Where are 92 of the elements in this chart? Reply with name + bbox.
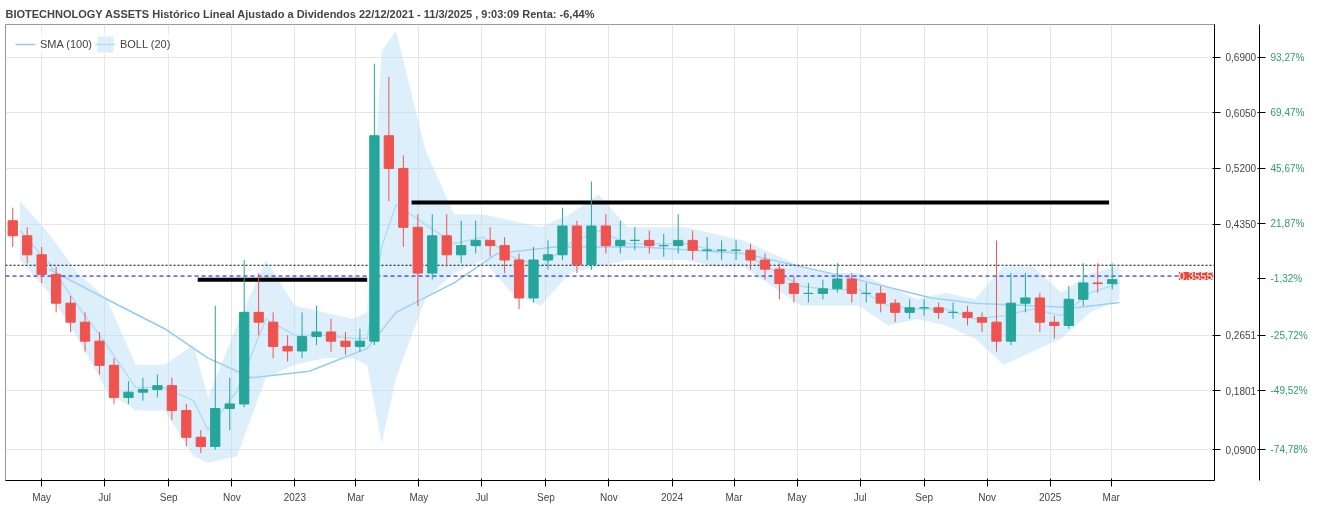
candlestick [456, 220, 467, 264]
candlestick [730, 239, 742, 261]
candlestick [846, 272, 857, 304]
candlestick [224, 377, 235, 431]
x-tick-label: Mar [347, 491, 366, 503]
candlestick [745, 243, 756, 271]
candlestick [282, 334, 293, 362]
y2-tick-label: -49,52% [1270, 385, 1308, 397]
candlestick [918, 298, 930, 317]
candlestick [615, 220, 626, 254]
x-tick-label: Nov [222, 491, 241, 503]
candlestick [542, 239, 554, 271]
candlestick [1020, 272, 1031, 313]
candlestick [904, 298, 915, 320]
candlestick [1078, 262, 1089, 307]
ref-line-label: 0,3555 [1178, 270, 1213, 283]
candlestick [7, 207, 18, 248]
x-tick-label: Mar [725, 491, 744, 503]
candlestick [36, 246, 47, 284]
legend-label: SMA (100) [40, 38, 92, 50]
y-tick-label: 0,6050 [1225, 107, 1257, 119]
candlestick [123, 380, 134, 405]
y-tick-label: 0,1801 [1225, 385, 1257, 397]
candlestick [832, 262, 843, 294]
candlestick [600, 213, 612, 254]
candlestick [701, 236, 713, 261]
candlestick [253, 272, 264, 336]
y2-tick-label: -74,78% [1270, 444, 1308, 456]
candlestick [788, 275, 800, 304]
candlestick [195, 429, 206, 454]
y2-tick-label: -1,32% [1270, 272, 1303, 284]
candlestick [658, 233, 669, 258]
x-tick-label: Sep [915, 491, 934, 503]
candlestick [861, 282, 872, 304]
candlestick [644, 230, 655, 254]
x-tick-label: Jul [853, 491, 867, 503]
candlestick [991, 239, 1002, 353]
candlestick [890, 298, 901, 323]
x-tick-label: May [409, 491, 429, 503]
x-tick-label: Sep [159, 491, 179, 503]
candlestick [1107, 262, 1118, 290]
candlestick [311, 305, 322, 346]
candlestick [976, 311, 988, 333]
y2-tick-label: 69,47% [1270, 107, 1305, 119]
x-tick-label: 2023 [283, 491, 307, 503]
candlestick [774, 262, 785, 300]
legend-label: BOLL (20) [119, 38, 171, 50]
candlestick [1049, 315, 1060, 340]
candlestick [340, 331, 351, 356]
y2-tick-label: 93,27% [1270, 51, 1305, 63]
x-tick-label: Nov [978, 491, 997, 503]
candlestick [499, 236, 510, 274]
y2-tick-label: -25,72% [1270, 329, 1308, 341]
candlestick [759, 252, 771, 281]
candlestick [441, 213, 452, 268]
x-tick-label: Jul [98, 491, 112, 503]
candlestick [716, 239, 727, 261]
x-tick-label: Nov [600, 491, 618, 503]
candlestick [947, 302, 959, 320]
candlestick [296, 311, 308, 359]
candlestick [152, 374, 163, 398]
candlestick [470, 220, 481, 254]
y2-tick-label: 45,67% [1270, 162, 1305, 174]
candlestick [875, 285, 886, 313]
x-tick-label: 2024 [660, 491, 684, 503]
candlestick [79, 311, 91, 353]
y-tick-label: 0,2651 [1225, 330, 1257, 342]
candlestick [673, 213, 684, 254]
y-tick-label: 0,6900 [1225, 52, 1257, 64]
y2-tick-label: 21,87% [1270, 218, 1305, 230]
x-tick-label: Jul [475, 491, 489, 503]
candlestick [137, 377, 149, 402]
y-tick-label: 0,4350 [1225, 219, 1257, 231]
candlestick [65, 295, 76, 333]
x-tick-label: Sep [537, 491, 556, 503]
x-tick-label: 2025 [1039, 491, 1062, 503]
chart-title: BIOTECHNOLOGY ASSETS Histórico Lineal Ajustado a Dividendos 22/12/2021 - 11/3/2025 , 9:03:09 Renta: -6,44% [5, 7, 595, 20]
candlestick [687, 230, 698, 261]
y-tick-label: 0,5200 [1225, 163, 1257, 175]
x-tick-label: May [787, 491, 807, 503]
candlestick [484, 226, 496, 258]
candlestick [354, 328, 366, 353]
candlestick [629, 226, 640, 251]
candlestick [803, 282, 814, 304]
candlestick [817, 279, 829, 300]
candlestick [1092, 262, 1103, 294]
y-tick-label: 0,0900 [1225, 444, 1257, 456]
x-tick-label: Mar [1102, 491, 1121, 503]
candlestick [22, 226, 33, 264]
candlestick [962, 305, 973, 326]
x-tick-label: May [32, 491, 52, 503]
candlestick [325, 318, 337, 353]
